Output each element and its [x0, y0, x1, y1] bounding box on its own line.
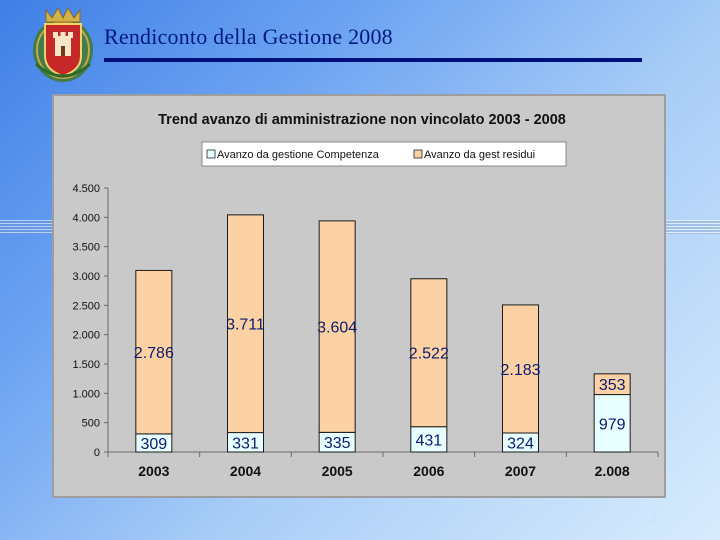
bar-competenza: [410, 426, 448, 453]
data-label-competenza: 324: [507, 435, 534, 452]
x-tick-label: 2004: [230, 463, 261, 479]
y-tick-label: 500: [82, 418, 100, 430]
bar-residui: [135, 269, 173, 435]
x-tick-label: 2.008: [595, 463, 630, 479]
x-tick-label: 2003: [138, 463, 169, 479]
x-tick-label: 2007: [505, 463, 536, 479]
y-tick-label: 4.500: [72, 183, 100, 195]
y-tick-label: 4.000: [72, 212, 100, 224]
y-tick-label: 2.500: [72, 300, 100, 312]
x-tick-label: 2005: [322, 463, 353, 479]
y-tick-label: 0: [94, 447, 100, 459]
data-label-residui: 3.604: [317, 320, 357, 337]
legend-box: [201, 141, 567, 167]
data-label-residui: 3.711: [226, 317, 265, 334]
y-tick-label: 3.500: [72, 242, 100, 254]
legend: Avanzo da gestione Competenza Avanzo da …: [201, 141, 567, 167]
data-label-competenza: 335: [324, 435, 351, 452]
bar-residui: [410, 278, 448, 428]
coat-of-arms-logo: [33, 6, 93, 82]
legend-swatch-residui: [413, 149, 423, 159]
data-label-competenza: 309: [140, 436, 167, 453]
axes: 0 500 1.000 1.500 2.000 2.500 3.000 3.500 4.000 4…: [72, 183, 659, 479]
legend-label-competenza: Avanzo da gestione Competenza: [217, 149, 380, 161]
data-label-competenza: 331: [232, 435, 259, 452]
legend-swatch-competenza: [206, 149, 216, 159]
legend-label-residui: Avanzo da gest residui: [424, 149, 535, 161]
data-label-competenza: 979: [599, 416, 626, 433]
y-tick-label: 2.000: [72, 330, 100, 342]
y-tick-label: 1.500: [72, 359, 100, 371]
chart-container: Trend avanzo di amministrazione non vinc…: [52, 94, 666, 498]
data-label-competenza: 431: [415, 432, 442, 449]
bar-residui: [593, 373, 631, 396]
data-label-residui: 2.786: [134, 345, 174, 362]
stacked-bar-chart: Trend avanzo di amministrazione non vinc…: [72, 112, 659, 479]
data-labels: 309 2.786 331 3.711 335 3.604 431 2.522 324 2.183…: [134, 317, 626, 453]
x-tick-label: 2006: [413, 463, 444, 479]
bar-residui: [227, 214, 264, 434]
data-label-residui: 2.522: [409, 346, 449, 363]
bar-competenza: [593, 394, 631, 453]
bar-residui: [502, 304, 539, 434]
y-tick-label: 3.000: [72, 271, 100, 283]
bars: [135, 214, 631, 453]
chart-title: Trend avanzo di amministrazione non vinc…: [158, 112, 566, 128]
data-label-residui: 353: [599, 377, 626, 394]
title-underline: [104, 58, 642, 62]
y-tick-label: 1.000: [72, 388, 100, 400]
slide-title: Rendiconto della Gestione 2008: [104, 24, 393, 49]
page-number: 5: [650, 510, 657, 525]
bar-residui: [318, 220, 356, 433]
data-label-residui: 2.183: [500, 362, 540, 379]
